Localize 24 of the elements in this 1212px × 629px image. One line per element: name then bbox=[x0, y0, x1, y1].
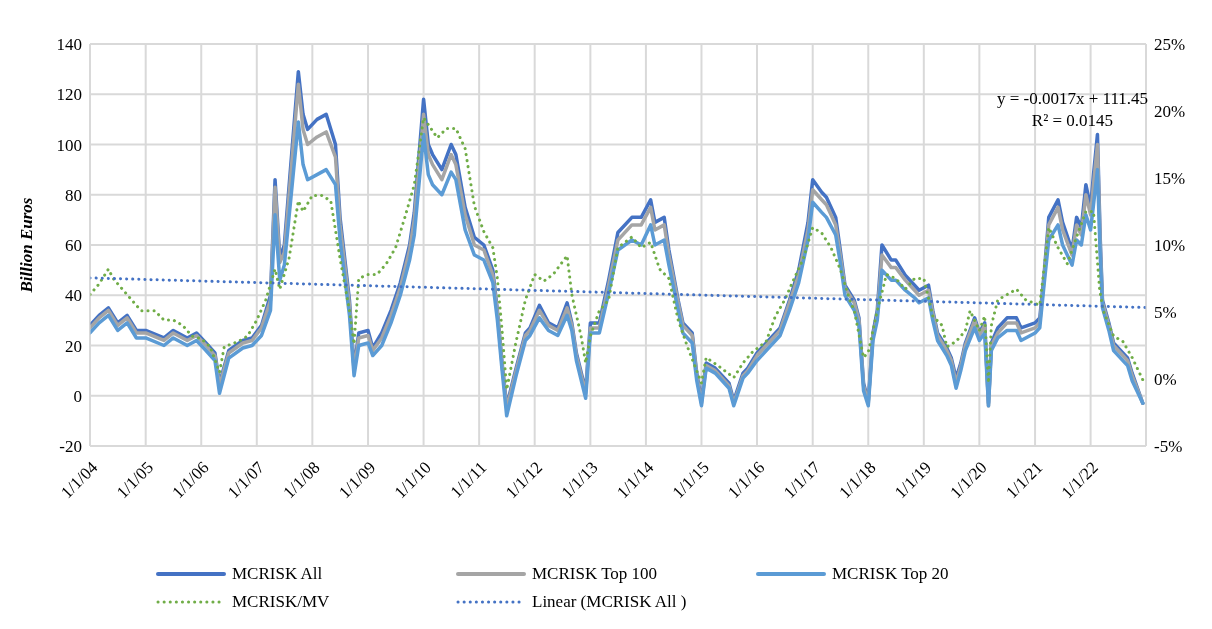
y-tick-label: 0 bbox=[73, 386, 82, 406]
y-tick-label: -20 bbox=[59, 437, 82, 457]
legend-label: MCRISK/MV bbox=[232, 592, 330, 612]
y2-tick-label: 5% bbox=[1154, 303, 1177, 323]
y-tick-label: 140 bbox=[56, 35, 82, 55]
y2-tick-label: 0% bbox=[1154, 370, 1177, 390]
y2-tick-label: 20% bbox=[1154, 102, 1186, 122]
legend-label: MCRISK All bbox=[232, 564, 323, 584]
annotation: R² = 0.0145 bbox=[1030, 110, 1115, 132]
y2-tick-label: -5% bbox=[1154, 437, 1183, 457]
y2-tick-label: 15% bbox=[1154, 169, 1186, 189]
y2-tick-label: 10% bbox=[1154, 236, 1186, 256]
annotation: y = -0.0017x + 111.45 bbox=[996, 88, 1148, 110]
y2-tick-label: 25% bbox=[1154, 35, 1186, 55]
y-tick-label: 80 bbox=[65, 185, 82, 205]
y-tick-label: 40 bbox=[65, 286, 82, 306]
y-axis-title: Billion Euros bbox=[17, 197, 37, 294]
y-tick-label: 100 bbox=[56, 135, 82, 155]
y-tick-label: 60 bbox=[65, 236, 82, 256]
legend-label: MCRISK Top 20 bbox=[832, 564, 949, 584]
y-tick-label: 120 bbox=[56, 85, 82, 105]
y-tick-label: 20 bbox=[65, 336, 82, 356]
legend-label: MCRISK Top 100 bbox=[532, 564, 658, 584]
legend-label: Linear (MCRISK All ) bbox=[532, 592, 687, 612]
